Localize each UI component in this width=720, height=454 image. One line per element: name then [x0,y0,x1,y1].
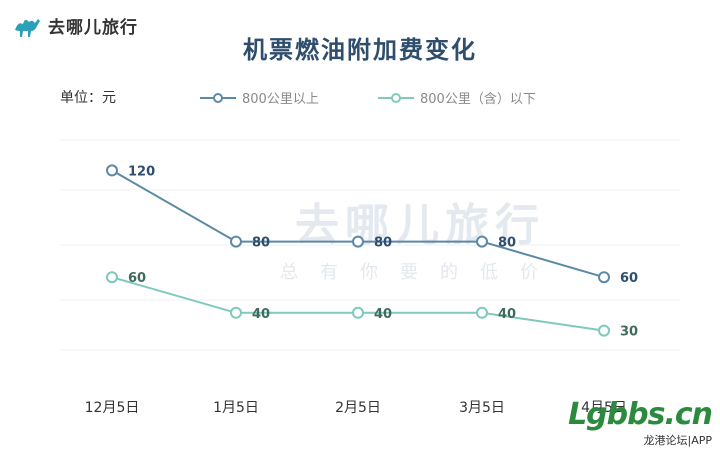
brand-name: 去哪儿旅行 [48,17,138,38]
camel-icon [15,19,40,37]
data-point [598,324,610,337]
data-label: 40 [252,307,270,322]
legend-label-series-1: 800公里以上 [242,92,319,107]
data-label: 60 [620,271,638,286]
legend-marker-series-1 [200,92,236,103]
legend-label-series-2: 800公里（含）以下 [420,92,536,107]
brand: 去哪儿旅行 [12,10,138,40]
data-label: 30 [620,325,638,340]
data-label: 40 [374,307,392,322]
data-label: 80 [498,236,516,251]
data-label: 120 [128,164,155,179]
data-point [476,306,488,319]
chart-title: 机票燃油附加费变化 [243,36,477,64]
data-point [106,164,118,177]
data-point [352,235,364,248]
x-tick-label: 1月5日 [213,400,259,416]
data-point [106,271,118,284]
legend-marker-series-2 [378,92,414,103]
watermark-site: Lgbbs.cn [568,397,713,432]
watermark-sub: 龙港论坛|APP [643,434,713,447]
data-label: 40 [498,307,516,322]
data-label: 60 [128,271,146,286]
data-label: 80 [252,236,270,251]
unit-label: 单位：元 [60,90,116,106]
series-line-2 [111,276,605,332]
x-tick-label: 12月5日 [85,400,140,416]
data-point [230,235,242,248]
x-tick-label: 4月5日 [581,400,627,416]
data-point [598,271,610,284]
legend-item-series-2: 800公里（含）以下 [378,88,536,107]
background-watermark: 去哪儿旅行 总有你要的低价 [280,200,560,283]
corner-watermark: Lgbbs.cn 龙港论坛|APP [568,397,713,448]
data-point [352,306,364,319]
x-tick-label: 2月5日 [335,400,381,416]
watermark-slogan: 总有你要的低价 [280,262,560,283]
data-label: 80 [374,236,392,251]
data-point [230,306,242,319]
legend-item-series-1: 800公里以上 [200,88,319,107]
data-point [476,235,488,248]
x-tick-label: 3月5日 [459,400,505,416]
